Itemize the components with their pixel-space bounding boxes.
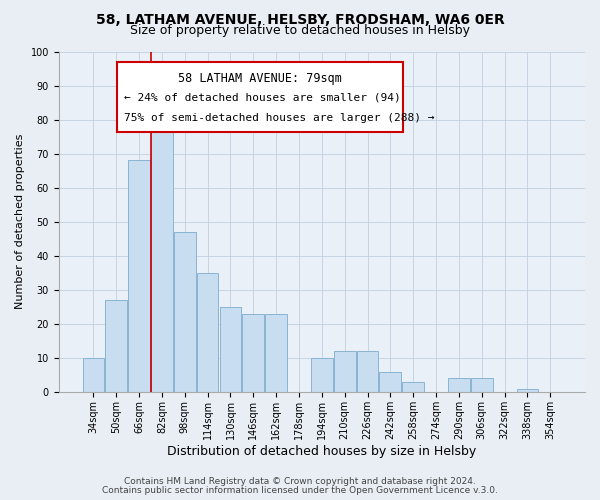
FancyBboxPatch shape [116, 62, 403, 132]
Bar [197, 273, 218, 392]
Bar [379, 372, 401, 392]
Bar [311, 358, 332, 392]
Bar [83, 358, 104, 392]
Text: Size of property relative to detached houses in Helsby: Size of property relative to detached ho… [130, 24, 470, 37]
Text: ← 24% of detached houses are smaller (94): ← 24% of detached houses are smaller (94… [124, 92, 401, 102]
Bar [356, 351, 379, 392]
Bar [151, 126, 173, 392]
Text: Contains public sector information licensed under the Open Government Licence v.: Contains public sector information licen… [102, 486, 498, 495]
Bar [174, 232, 196, 392]
Bar [517, 388, 538, 392]
Bar [128, 160, 150, 392]
Text: Contains HM Land Registry data © Crown copyright and database right 2024.: Contains HM Land Registry data © Crown c… [124, 477, 476, 486]
Bar [471, 378, 493, 392]
Bar [334, 351, 356, 392]
Bar [265, 314, 287, 392]
Text: 58 LATHAM AVENUE: 79sqm: 58 LATHAM AVENUE: 79sqm [178, 72, 342, 85]
Bar [403, 382, 424, 392]
Y-axis label: Number of detached properties: Number of detached properties [15, 134, 25, 310]
Bar [106, 300, 127, 392]
X-axis label: Distribution of detached houses by size in Helsby: Distribution of detached houses by size … [167, 444, 476, 458]
Bar [242, 314, 264, 392]
Bar [220, 307, 241, 392]
Text: 58, LATHAM AVENUE, HELSBY, FRODSHAM, WA6 0ER: 58, LATHAM AVENUE, HELSBY, FRODSHAM, WA6… [95, 12, 505, 26]
Bar [448, 378, 470, 392]
Text: 75% of semi-detached houses are larger (288) →: 75% of semi-detached houses are larger (… [124, 114, 435, 124]
